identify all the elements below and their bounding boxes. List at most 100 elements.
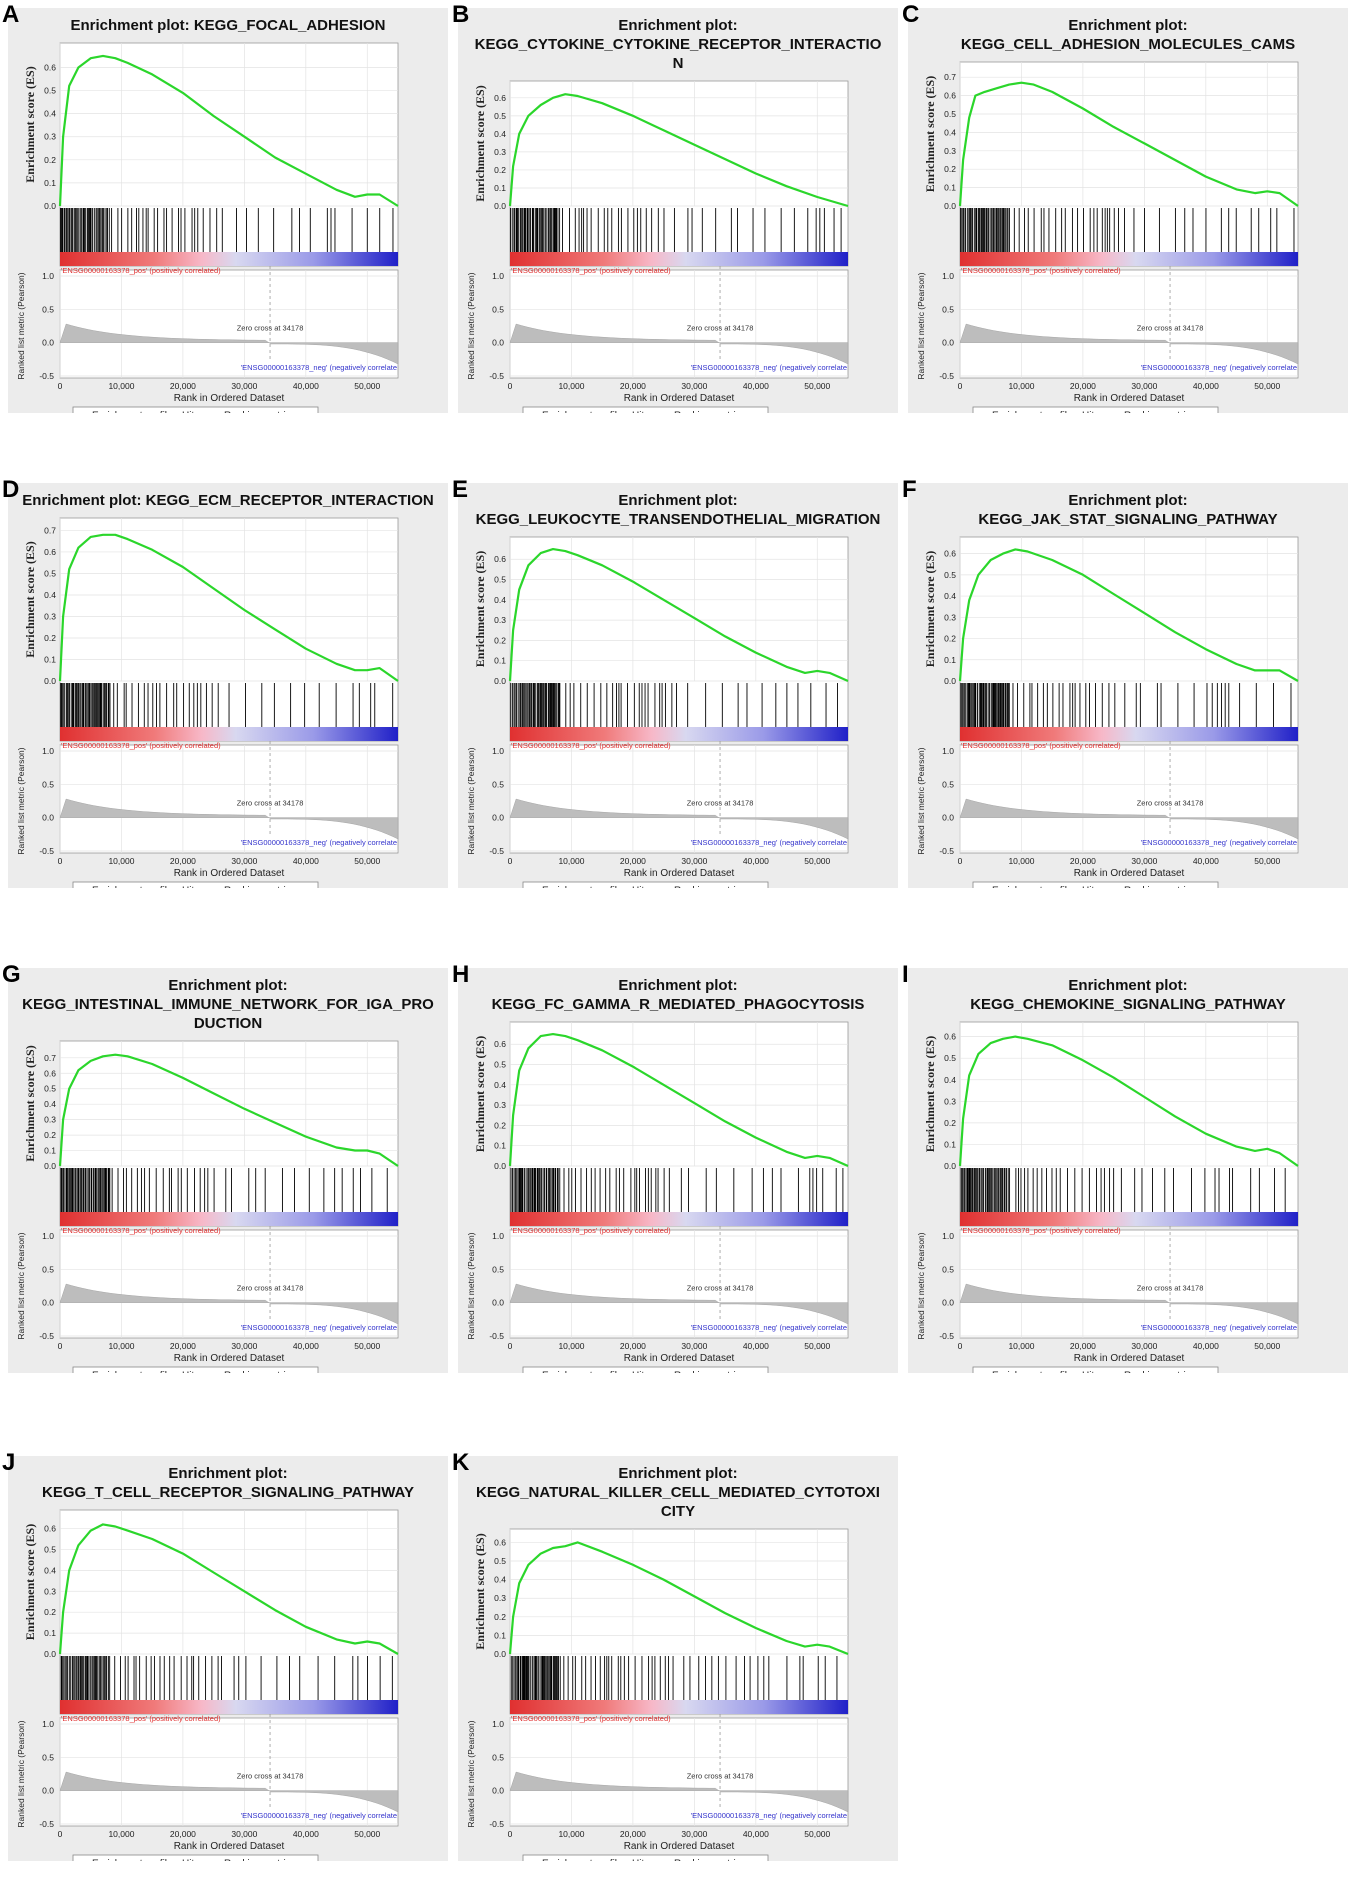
x-tick-label: 30,000 bbox=[1131, 1341, 1157, 1351]
es-axis-label: Enrichment score (ES) bbox=[923, 1036, 937, 1152]
enrichment-plot-svg: Enrichment plot: KEGG_INTESTINAL_IMMUNE_N… bbox=[8, 968, 448, 1373]
ranking-color-bar bbox=[60, 1212, 398, 1226]
metric-axis-label: Ranked list metric (Pearson) bbox=[466, 747, 476, 854]
enrichment-profile-line bbox=[958, 1035, 1299, 1167]
es-axis-label: Enrichment score (ES) bbox=[473, 85, 487, 201]
negative-correlation-label: 'ENSG00000163378_neg' (negatively correl… bbox=[241, 363, 397, 372]
es-tick-label: 0.3 bbox=[44, 1586, 56, 1596]
es-tick-label: 0.6 bbox=[494, 93, 506, 103]
legend-box bbox=[72, 1854, 319, 1861]
ranking-metric-area bbox=[59, 1771, 399, 1813]
legend: Enrichment profile Hits Ranking metric sco… bbox=[522, 406, 773, 414]
panel-h: Enrichment plot: KEGG_FC_GAMMA_R_MEDIATED… bbox=[452, 963, 898, 1374]
x-tick-label: 30,000 bbox=[1131, 381, 1157, 391]
metric-tick-label: -0.5 bbox=[39, 371, 54, 381]
panel-a: Enrichment plot: KEGG_FOCAL_ADHESION 0.6 0… bbox=[2, 3, 448, 413]
x-tick-label: 50,000 bbox=[1254, 856, 1280, 866]
plot-title: KEGG_JAK_STAT_SIGNALING_PATHWAY bbox=[978, 511, 1277, 528]
panel-f: Enrichment plot: KEGG_JAK_STAT_SIGNALING_… bbox=[902, 478, 1348, 888]
x-tick-label: 20,000 bbox=[620, 381, 646, 391]
es-tick-label: 0.0 bbox=[494, 1649, 506, 1659]
positive-correlation-label: 'ENSG00000163378_pos' (positively correl… bbox=[61, 1714, 221, 1723]
ranking-color-bar bbox=[60, 252, 398, 266]
metric-tick-label: 1.0 bbox=[942, 746, 954, 756]
plot-title: CITY bbox=[661, 1503, 695, 1520]
es-tick-label: 0.6 bbox=[44, 1068, 56, 1078]
es-tick-label: 0.4 bbox=[494, 1080, 506, 1090]
ranking-metric-area bbox=[509, 1283, 849, 1325]
enrichment-profile-line bbox=[958, 548, 1299, 682]
metric-tick-label: 0.0 bbox=[492, 338, 504, 348]
es-tick-label: 0.2 bbox=[44, 1607, 56, 1617]
metric-tick-label: -0.5 bbox=[39, 846, 54, 856]
x-tick-label: 40,000 bbox=[293, 1341, 319, 1351]
panel-c: Enrichment plot: KEGG_CELL_ADHESION_MOLEC… bbox=[902, 3, 1348, 413]
metric-tick-label: 0.5 bbox=[492, 304, 504, 314]
ranking-metric-area bbox=[59, 798, 399, 840]
es-plot-area bbox=[509, 536, 849, 742]
metric-tick-label: 0.0 bbox=[942, 338, 954, 348]
enrichment-profile-line bbox=[58, 54, 399, 207]
es-tick-label: 0.6 bbox=[44, 62, 56, 72]
x-axis-label: Rank in Ordered Dataset bbox=[1074, 1353, 1185, 1364]
plot-title: KEGG_NATURAL_KILLER_CELL_MEDIATED_CYTOTO… bbox=[476, 1484, 880, 1501]
es-tick-label: 0.1 bbox=[944, 183, 956, 193]
hits-strip bbox=[510, 683, 839, 727]
metric-tick-label: 0.5 bbox=[492, 1752, 504, 1762]
x-tick-label: 0 bbox=[508, 1829, 513, 1839]
negative-correlation-label: 'ENSG00000163378_neg' (negatively correl… bbox=[241, 1811, 397, 1820]
x-tick-label: 0 bbox=[508, 856, 513, 866]
metric-tick-label: 0.5 bbox=[942, 779, 954, 789]
zero-cross-label: Zero cross at 34178 bbox=[1137, 1284, 1204, 1293]
legend-enrichment-profile: Enrichment profile bbox=[542, 1371, 623, 1374]
es-plot-area bbox=[59, 1040, 399, 1227]
x-tick-label: 10,000 bbox=[108, 381, 134, 391]
plot-title: KEGG_INTESTINAL_IMMUNE_NETWORK_FOR_IGA_P… bbox=[22, 996, 434, 1013]
es-tick-label: 0.3 bbox=[44, 611, 56, 621]
metric-tick-label: -0.5 bbox=[489, 1331, 504, 1341]
panel-j: Enrichment plot: KEGG_T_CELL_RECEPTOR_SIG… bbox=[2, 1451, 448, 1861]
es-plot-area bbox=[959, 1021, 1299, 1227]
metric-tick-label: -0.5 bbox=[489, 846, 504, 856]
legend-ranking-metric: Ranking metric scores bbox=[224, 886, 323, 889]
panel-label: I bbox=[902, 961, 909, 988]
x-axis-label: Rank in Ordered Dataset bbox=[624, 1353, 735, 1364]
ranking-color-bar bbox=[510, 727, 848, 741]
enrichment-plot-svg: Enrichment plot: KEGG_NATURAL_KILLER_CELL… bbox=[458, 1456, 898, 1861]
x-tick-label: 30,000 bbox=[231, 381, 257, 391]
metric-tick-label: -0.5 bbox=[489, 371, 504, 381]
es-tick-label: 0.0 bbox=[44, 1161, 56, 1171]
es-tick-label: 0.5 bbox=[44, 1544, 56, 1554]
panel-label: D bbox=[2, 476, 20, 503]
es-tick-label: 0.4 bbox=[494, 129, 506, 139]
plot-title: DUCTION bbox=[194, 1015, 262, 1032]
x-tick-label: 50,000 bbox=[1254, 1341, 1280, 1351]
x-tick-label: 50,000 bbox=[804, 1341, 830, 1351]
x-tick-label: 20,000 bbox=[170, 1829, 196, 1839]
plot-title: Enrichment plot: bbox=[1068, 492, 1187, 509]
metric-tick-label: 0.5 bbox=[42, 304, 54, 314]
panel-e: Enrichment plot: KEGG_LEUKOCYTE_TRANSENDO… bbox=[452, 478, 898, 889]
legend-enrichment-profile: Enrichment profile bbox=[542, 411, 623, 414]
enrichment-plot-svg: Enrichment plot: KEGG_ECM_RECEPTOR_INTER… bbox=[8, 483, 448, 888]
es-tick-label: 0.3 bbox=[494, 147, 506, 157]
es-tick-label: 0.6 bbox=[944, 91, 956, 101]
metric-plot-area bbox=[59, 1717, 399, 1827]
x-tick-label: 20,000 bbox=[1070, 856, 1096, 866]
x-tick-label: 40,000 bbox=[293, 856, 319, 866]
positive-correlation-label: 'ENSG00000163378_pos' (positively correl… bbox=[511, 1714, 671, 1723]
plot-title: Enrichment plot: bbox=[618, 1465, 737, 1482]
negative-correlation-label: 'ENSG00000163378_neg' (negatively correl… bbox=[691, 838, 847, 847]
hits-strip bbox=[60, 1168, 388, 1212]
es-tick-label: 0.3 bbox=[494, 1100, 506, 1110]
x-tick-label: 0 bbox=[508, 1341, 513, 1351]
es-tick-label: 0.1 bbox=[44, 1146, 56, 1156]
plot-title: Enrichment plot: bbox=[168, 1465, 287, 1482]
hits-strip bbox=[60, 683, 394, 727]
x-tick-label: 10,000 bbox=[108, 856, 134, 866]
x-tick-label: 20,000 bbox=[620, 1829, 646, 1839]
legend-hits: Hits bbox=[632, 886, 649, 889]
es-tick-label: 0.1 bbox=[494, 1630, 506, 1640]
hits-strip bbox=[510, 208, 842, 252]
metric-tick-label: -0.5 bbox=[489, 1819, 504, 1829]
